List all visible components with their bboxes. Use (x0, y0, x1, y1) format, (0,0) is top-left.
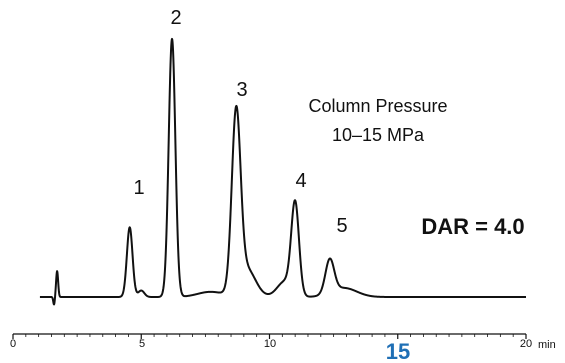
figure-number: 15 (386, 339, 410, 363)
column-pressure-range: 10–15 MPa (332, 125, 425, 145)
chromatogram-trace (39, 37, 527, 306)
peak-label-3: 3 (236, 79, 247, 101)
tick-label-0: 0 (10, 338, 16, 350)
tick-label-5: 5 (139, 338, 145, 350)
tick-label-20: 20 (520, 338, 532, 350)
peak-label-1: 1 (133, 177, 144, 199)
x-axis-ticks (12, 334, 527, 339)
tick-label-10: 10 (264, 338, 276, 350)
x-axis-unit: min (538, 339, 556, 351)
peak-label-5: 5 (336, 215, 347, 237)
peak-label-2: 2 (170, 7, 181, 29)
column-pressure-title: Column Pressure (308, 96, 447, 116)
dar-value: DAR = 4.0 (421, 214, 524, 239)
peak-label-4: 4 (295, 170, 306, 192)
